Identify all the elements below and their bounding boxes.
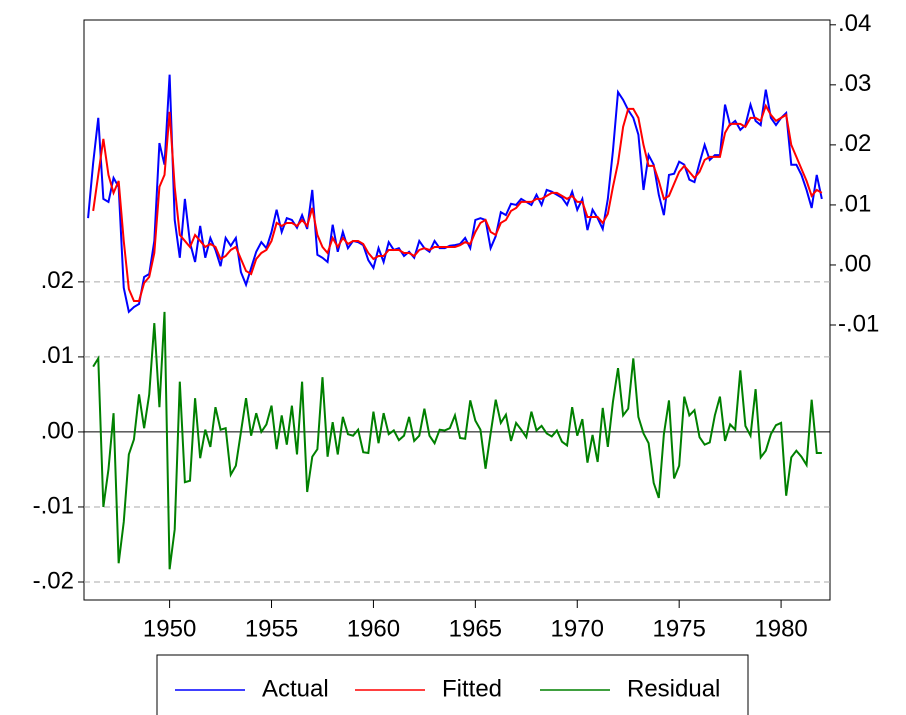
plot-frame: [83, 19, 831, 601]
legend-label: Fitted: [442, 675, 502, 702]
y-tick-label: -.02: [33, 567, 74, 594]
y2-tick-label: .03: [838, 70, 871, 97]
y2-tick-label: .04: [838, 10, 871, 37]
y-tick-label: .02: [41, 267, 74, 294]
legend-label: Actual: [262, 675, 329, 702]
x-tick-label: 1950: [143, 615, 196, 642]
y2-tick-label: .02: [838, 130, 871, 157]
y2-tick-label: .01: [838, 190, 871, 217]
legend-label: Residual: [627, 675, 720, 702]
y-tick-label: -.01: [33, 492, 74, 519]
legend-box: [156, 654, 749, 715]
y-tick-label: .01: [41, 342, 74, 369]
series-line: [92, 103, 823, 302]
x-tick-label: 1960: [347, 615, 400, 642]
series-line: [87, 74, 823, 314]
x-tick-label: 1970: [551, 615, 604, 642]
y2-tick-label: .00: [838, 250, 871, 277]
x-tick-label: 1965: [449, 615, 502, 642]
y2-tick-label: -.01: [838, 310, 879, 337]
y-tick-label: .00: [41, 417, 74, 444]
x-tick-label: 1955: [245, 615, 298, 642]
series-line: [92, 311, 822, 570]
x-tick-label: 1975: [652, 615, 705, 642]
x-tick-label: 1980: [754, 615, 807, 642]
